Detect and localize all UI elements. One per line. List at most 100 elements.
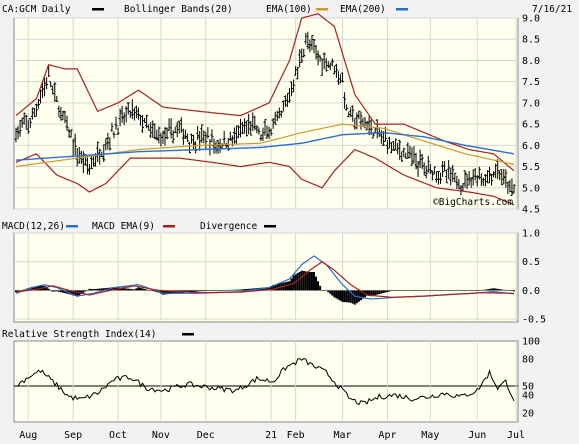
divergence-bar	[35, 286, 38, 291]
divergence-bar	[482, 289, 485, 291]
divergence-bar	[245, 288, 248, 291]
ema200-line	[15, 131, 515, 161]
0-tick-label: 9.0	[522, 14, 540, 25]
divergence-bar	[410, 290, 413, 291]
divergence-bar	[112, 287, 115, 291]
divergence-bar	[478, 290, 481, 291]
divergence-bar	[317, 281, 320, 291]
divergence-bar	[188, 290, 191, 293]
divergence-bar	[496, 288, 499, 291]
divergence-bar	[161, 290, 164, 295]
x-tick-label: Mar	[334, 430, 352, 441]
legend-ema100-label: EMA(100)	[266, 4, 312, 15]
legend-ema200-swatch	[396, 8, 408, 11]
divergence-bar	[53, 290, 56, 292]
divergence-bar	[392, 290, 395, 291]
divergence-bar	[315, 276, 318, 291]
divergence-bar	[419, 290, 422, 291]
legend-divergence-label: Divergence	[200, 221, 257, 232]
divergence-bar	[264, 287, 266, 291]
x-tick-label: Aug	[19, 430, 37, 441]
divergence-bar	[204, 290, 207, 292]
divergence-bar	[212, 290, 215, 291]
divergence-bar	[261, 287, 264, 291]
divergence-bar	[480, 290, 483, 291]
divergence-bar	[88, 288, 91, 291]
bollinger-upper-line	[15, 13, 515, 172]
divergence-bar	[153, 290, 156, 292]
x-tick-label: 21	[265, 430, 277, 441]
divergence-bar	[223, 290, 226, 291]
divergence-bar	[408, 290, 411, 291]
divergence-bar	[321, 290, 324, 291]
divergence-bar	[121, 287, 124, 291]
divergence-bar	[110, 287, 113, 291]
divergence-bar	[61, 290, 64, 293]
divergence-bar	[266, 287, 269, 291]
x-tick-label: May	[421, 430, 439, 441]
0-tick-label: 7.5	[522, 77, 540, 88]
divergence-bar	[145, 289, 148, 291]
divergence-bar	[172, 290, 175, 294]
divergence-bar	[415, 290, 418, 291]
divergence-bar	[198, 290, 201, 292]
divergence-bar	[310, 272, 313, 291]
divergence-bar	[486, 289, 489, 291]
price-swatch	[92, 8, 104, 11]
divergence-bar	[327, 290, 330, 293]
divergence-bar	[270, 285, 273, 291]
divergence-bar	[378, 290, 381, 295]
divergence-bar	[127, 288, 130, 291]
1-tick-label: 0.0	[522, 286, 540, 297]
divergence-bar	[59, 290, 62, 293]
divergence-bar	[329, 290, 332, 294]
x-tick-label: Dec	[197, 430, 215, 441]
divergence-bar	[57, 290, 60, 292]
divergence-bar	[435, 290, 438, 291]
divergence-bar	[49, 290, 52, 291]
divergence-bar	[351, 290, 354, 304]
x-tick-label: Feb	[287, 430, 305, 441]
divergence-bar	[133, 289, 136, 291]
divergence-bar	[474, 290, 477, 291]
divergence-bar	[239, 289, 242, 291]
divergence-bar	[341, 290, 344, 302]
divergence-bar	[382, 290, 385, 294]
divergence-bar	[494, 288, 497, 291]
divergence-bar	[425, 290, 428, 291]
divergence-bar	[296, 273, 299, 291]
divergence-bar	[459, 290, 462, 291]
divergence-bar	[466, 290, 469, 291]
macd-ema-line	[15, 260, 514, 298]
divergence-bar	[461, 290, 464, 291]
rsi-tick-label: 40	[522, 391, 534, 402]
divergence-bar	[268, 287, 271, 291]
divergence-bar	[92, 289, 95, 291]
divergence-bar	[339, 290, 342, 301]
divergence-bar	[504, 290, 507, 291]
divergence-bar	[472, 290, 475, 291]
rsi-tick-label: 80	[522, 355, 534, 366]
divergence-bar	[300, 270, 303, 291]
divergence-bar	[166, 290, 169, 295]
divergence-bar	[47, 288, 50, 291]
divergence-bar	[439, 290, 442, 291]
0-tick-label: 8.5	[522, 35, 540, 46]
divergence-bar	[312, 272, 315, 291]
divergence-bar	[449, 290, 452, 291]
divergence-bar	[325, 290, 328, 291]
divergence-bar	[388, 290, 391, 292]
divergence-bar	[488, 288, 491, 291]
divergence-bar	[229, 289, 232, 291]
divergence-bar	[398, 290, 401, 291]
divergence-bar	[98, 288, 101, 291]
divergence-bar	[498, 289, 501, 291]
price-y-tick-labels: 9.0 8.5 8.0 7.5 7.0 6.5 6.0 5.5 5.0 4.5	[522, 14, 540, 216]
divergence-bar	[376, 290, 379, 295]
rsi-tick-label: 20	[522, 409, 534, 420]
divergence-bar	[406, 290, 409, 291]
divergence-bar	[368, 290, 371, 296]
divergence-bar	[33, 286, 36, 291]
divergence-bar	[502, 289, 505, 291]
